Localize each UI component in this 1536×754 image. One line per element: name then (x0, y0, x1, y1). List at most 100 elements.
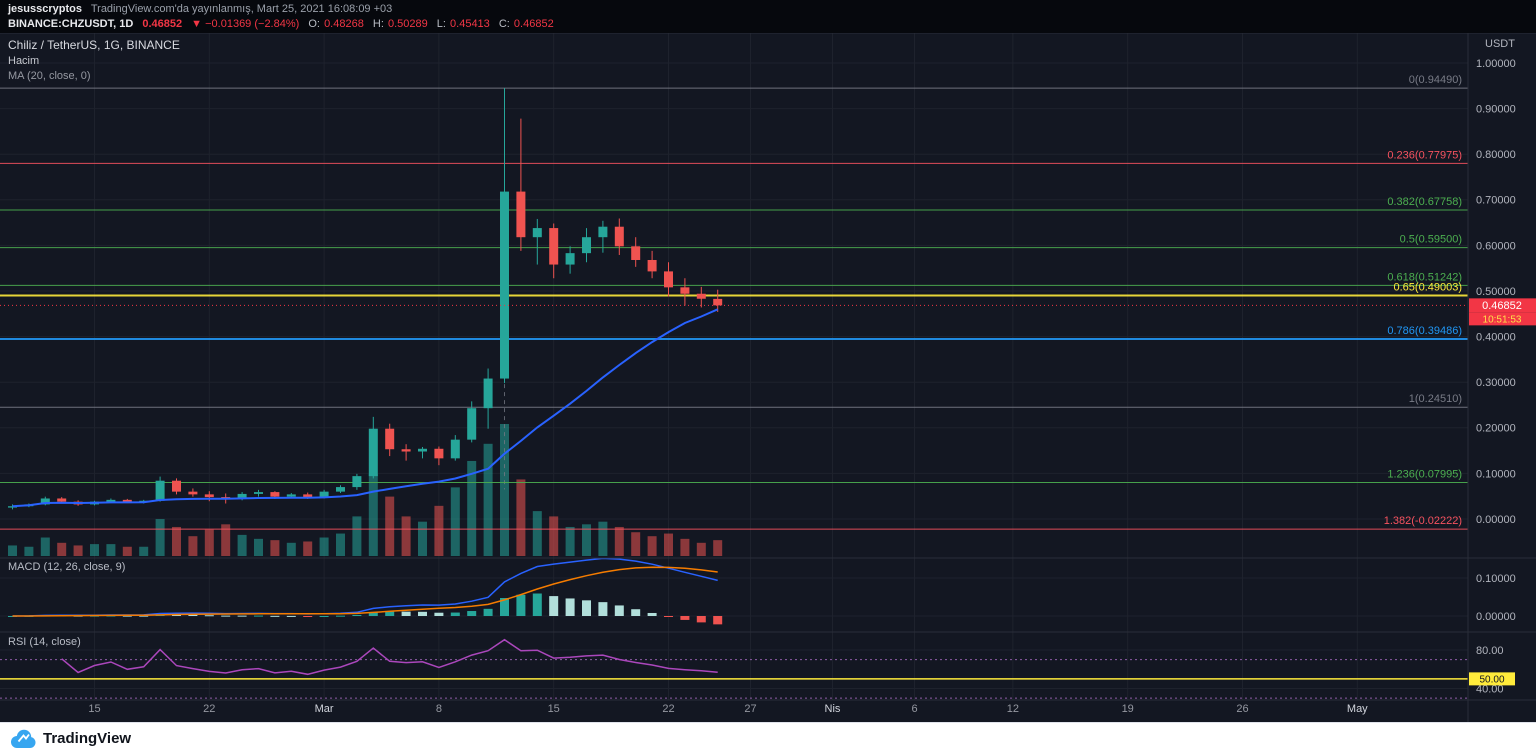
volume-bar (57, 542, 67, 556)
countdown-badge: 10:51:53 (1483, 314, 1522, 325)
candle-body (516, 191, 526, 238)
volume-bar (664, 533, 673, 556)
macd-hist-bar (270, 615, 280, 617)
time-label-May[interactable]: May (1347, 703, 1368, 715)
time-label-Mar[interactable]: Mar (315, 703, 334, 715)
candle-body (8, 506, 17, 508)
time-label-22[interactable]: 22 (203, 703, 215, 715)
fib-label-0.65: 0.65(0.49003) (1394, 282, 1463, 294)
volume-bar (139, 546, 149, 556)
publish-row: jesusscryptos TradingView.com'da yayınla… (8, 2, 1536, 17)
macd-hist-bar (582, 600, 591, 616)
volume-bar (467, 460, 477, 556)
candle-body (40, 498, 50, 505)
macd-hist-bar (434, 612, 444, 616)
volume-bar (696, 542, 706, 556)
volume-bar (631, 532, 641, 556)
volume-bar (204, 529, 214, 556)
tradingview-logo[interactable] (10, 729, 36, 749)
macd-hist-bar (237, 615, 247, 617)
macd-hist-bar (139, 615, 149, 617)
volume-bar (270, 540, 280, 556)
time-label-27[interactable]: 27 (744, 703, 756, 715)
volume-bar (40, 537, 50, 556)
macd-hist-bar (614, 605, 624, 616)
macd-signal-line (12, 566, 718, 617)
price-tick[interactable]: 0.80000 (1476, 149, 1516, 161)
high-label: H: (372, 18, 384, 30)
macd-hist-bar (319, 615, 329, 617)
macd-hist-bar (368, 612, 378, 616)
price-tick[interactable]: 0.90000 (1476, 103, 1516, 115)
candle-body (565, 253, 575, 265)
time-label-26[interactable]: 26 (1236, 703, 1248, 715)
time-label-22[interactable]: 22 (662, 703, 674, 715)
candle-body (434, 448, 444, 459)
volume-bar (286, 542, 296, 556)
macd-hist-bar (483, 608, 493, 616)
macd-hist-bar (647, 612, 657, 616)
axis-currency-label: USDT (1485, 38, 1515, 50)
fib-label-0.236: 0.236(0.77975) (1387, 149, 1462, 161)
countdown-badge-bg (1469, 312, 1536, 326)
price-tick[interactable]: 0.10000 (1476, 468, 1516, 480)
volume-bar (549, 516, 559, 556)
rsi-mid-badge-bg (1469, 672, 1515, 686)
macd-hist-bar (598, 602, 608, 616)
candle-body (352, 476, 362, 488)
time-label-Nis[interactable]: Nis (825, 703, 841, 715)
price-badge-bg (1469, 298, 1536, 313)
time-label-15[interactable]: 15 (88, 703, 100, 715)
volume-bar (122, 546, 132, 556)
price-tick[interactable]: 0.20000 (1476, 423, 1516, 435)
macd-hist-bar (532, 593, 542, 616)
volume-bar (172, 526, 181, 556)
macd-tick: 0.10000 (1476, 573, 1516, 585)
volume-bar (237, 534, 247, 556)
macd-tick: 0.00000 (1476, 611, 1516, 623)
candle-body (549, 228, 559, 265)
price-tick[interactable]: 0.50000 (1476, 286, 1516, 298)
open-label: O: (308, 18, 320, 30)
candle-body (647, 259, 657, 272)
volume-bar (106, 544, 116, 556)
time-label-12[interactable]: 12 (1007, 703, 1019, 715)
price-tick[interactable]: 0.70000 (1476, 195, 1516, 207)
time-label-19[interactable]: 19 (1122, 703, 1134, 715)
macd-hist-bar (450, 612, 460, 616)
macd-hist-bar (352, 614, 362, 616)
low-value: 0.45413 (450, 18, 490, 30)
rsi-mid-badge: 50.00 (1479, 674, 1504, 685)
candle-body (188, 491, 198, 495)
candle-body (106, 499, 116, 502)
time-label-6[interactable]: 6 (911, 703, 917, 715)
volume-bar (24, 546, 34, 556)
symbol-title[interactable]: BINANCE:CHZUSDT, 1D (8, 18, 134, 30)
candle-body (483, 378, 493, 409)
price-tick[interactable]: 0.00000 (1476, 514, 1516, 526)
macd-hist-bar (631, 609, 641, 616)
volume-bar (221, 524, 231, 556)
close-value: 0.46852 (513, 18, 554, 30)
footer-brand[interactable]: TradingView (43, 730, 132, 747)
time-label-15[interactable]: 15 (548, 703, 560, 715)
time-label-8[interactable]: 8 (436, 703, 442, 715)
author-name[interactable]: jesusscryptos (8, 3, 82, 15)
header-bar: jesusscryptos TradingView.com'da yayınla… (0, 0, 1536, 33)
candle-body (713, 298, 723, 306)
volume-bar (319, 537, 329, 556)
price-tick[interactable]: 0.40000 (1476, 331, 1516, 343)
candle-body (582, 237, 591, 254)
macd-hist-bar (467, 611, 477, 616)
candle-body (172, 480, 181, 492)
price-tick[interactable]: 0.60000 (1476, 240, 1516, 252)
price-tick[interactable]: 0.30000 (1476, 377, 1516, 389)
last-price: 0.46852 (142, 18, 183, 30)
fib-label-0.382: 0.382(0.67758) (1387, 196, 1462, 208)
candle-body (500, 191, 509, 379)
price-tick[interactable]: 1.00000 (1476, 58, 1516, 70)
fib-label-1.382: 1.382(-0.02222) (1384, 515, 1462, 527)
candle-body (401, 449, 411, 452)
publish-info: TradingView.com'da yayınlanmış, Mart 25,… (90, 3, 393, 15)
